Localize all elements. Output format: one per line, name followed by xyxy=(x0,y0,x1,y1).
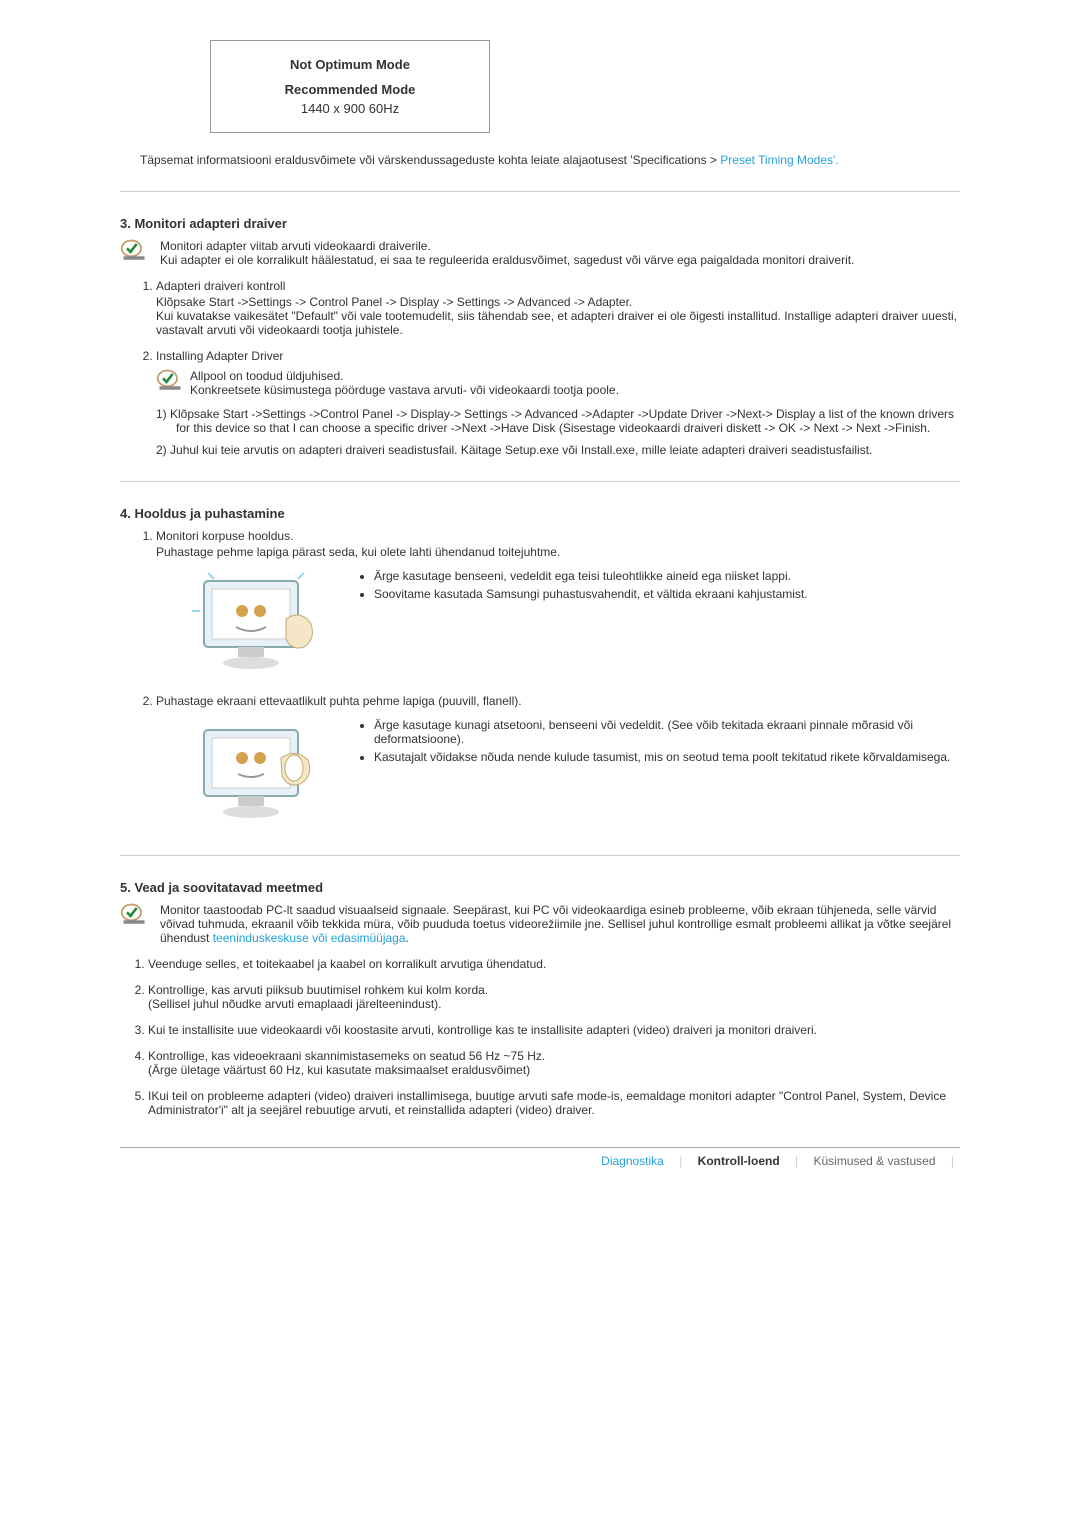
tab-sep: | xyxy=(945,1154,960,1168)
sec4-list: Monitori korpuse hooldus. Puhastage pehm… xyxy=(120,529,960,831)
monitor-wipe-icon xyxy=(186,718,326,831)
sec5-note-text: Monitor taastoodab PC-lt saadud visuaals… xyxy=(160,903,960,945)
sec5-li1: Veenduge selles, et toitekaabel ja kaabe… xyxy=(148,957,960,971)
section-4: 4. Hooldus ja puhastamine Monitori korpu… xyxy=(120,506,960,831)
divider xyxy=(120,191,960,192)
sec4-li2: Puhastage ekraani ettevaatlikult puhta p… xyxy=(156,694,960,831)
sec5-li4: Kontrollige, kas videoekraani skannimist… xyxy=(148,1049,960,1077)
sec4-li1-bullets: Ärge kasutage benseeni, vedeldit ega tei… xyxy=(356,569,808,605)
care-row-1: Ärge kasutage benseeni, vedeldit ega tei… xyxy=(186,569,960,682)
service-link[interactable]: teeninduskeskuse või edasimüüjaga xyxy=(213,931,406,945)
box-resolution: 1440 x 900 60Hz xyxy=(243,101,457,116)
sec3-li1: Adapteri draiveri kontroll Klõpsake Star… xyxy=(156,279,960,337)
tab-sep: | xyxy=(789,1154,804,1168)
check-icon xyxy=(120,239,150,267)
footer-tabs: Diagnostika | Kontroll-loend | Küsimused… xyxy=(120,1147,960,1168)
sec4-li1-b1: Ärge kasutage benseeni, vedeldit ega tei… xyxy=(374,569,808,583)
sec3-li1-title: Adapteri draiveri kontroll xyxy=(156,279,960,293)
sec4-li2-b1: Ärge kasutage kunagi atsetooni, benseeni… xyxy=(374,718,960,746)
sec5-title: 5. Vead ja soovitatavad meetmed xyxy=(120,880,960,895)
sec4-li1: Monitori korpuse hooldus. Puhastage pehm… xyxy=(156,529,960,682)
preset-timing-link[interactable]: Preset Timing Modes'. xyxy=(720,153,838,167)
divider xyxy=(120,855,960,856)
sec5-list: Veenduge selles, et toitekaabel ja kaabe… xyxy=(120,957,960,1117)
sec3-list: Adapteri draiveri kontroll Klõpsake Star… xyxy=(120,279,960,457)
sec5-li3: Kui te installisite uue videokaardi või … xyxy=(148,1023,960,1037)
mode-box: Not Optimum Mode Recommended Mode 1440 x… xyxy=(210,40,490,133)
intro-text: Täpsemat informatsiooni eraldusvõimete v… xyxy=(140,153,960,167)
sec3-note: Monitori adapter viitab arvuti videokaar… xyxy=(120,239,960,267)
sec5-note: Monitor taastoodab PC-lt saadud visuaals… xyxy=(120,903,960,945)
s2-prefix: 2) xyxy=(156,443,167,457)
sec4-li2-bullets: Ärge kasutage kunagi atsetooni, benseeni… xyxy=(356,718,960,768)
s1-prefix: 1) xyxy=(156,407,167,421)
sec4-li1-b2: Soovitame kasutada Samsungi puhastusvahe… xyxy=(374,587,808,601)
sec3-li2-s2: 2) Juhul kui teie arvutis on adapteri dr… xyxy=(156,443,960,457)
section-3: 3. Monitori adapteri draiver Monitori ad… xyxy=(120,216,960,457)
care-row-2: Ärge kasutage kunagi atsetooni, benseeni… xyxy=(186,718,960,831)
section-5: 5. Vead ja soovitatavad meetmed Monitor … xyxy=(120,880,960,1117)
tab-kontroll[interactable]: Kontroll-loend xyxy=(692,1154,786,1168)
check-icon xyxy=(120,903,150,945)
sec3-note-text: Monitori adapter viitab arvuti videokaar… xyxy=(160,239,960,267)
sec5-note-b: . xyxy=(406,931,409,945)
tab-diagnostika[interactable]: Diagnostika xyxy=(595,1154,670,1168)
sec3-li2-s1: 1) Klõpsake Start ->Settings ->Control P… xyxy=(156,407,960,435)
sec3-li2-note-text: Allpool on toodud üldjuhised. Konkreetse… xyxy=(190,369,619,397)
sec4-li1-sub: Puhastage pehme lapiga pärast seda, kui … xyxy=(156,545,960,559)
box-title: Not Optimum Mode xyxy=(243,57,457,72)
sec4-title: 4. Hooldus ja puhastamine xyxy=(120,506,960,521)
sec3-li2-note: Allpool on toodud üldjuhised. Konkreetse… xyxy=(156,369,960,397)
check-icon xyxy=(156,369,182,397)
sec5-li5: IKui teil on probleeme adapteri (video) … xyxy=(148,1089,960,1117)
sec3-sublist: 1) Klõpsake Start ->Settings ->Control P… xyxy=(156,407,960,457)
sec4-li1-title: Monitori korpuse hooldus. xyxy=(156,529,960,543)
intro-body: Täpsemat informatsiooni eraldusvõimete v… xyxy=(140,153,720,167)
monitor-cleaning-icon xyxy=(186,569,326,682)
box-subtitle: Recommended Mode xyxy=(243,82,457,97)
sec3-li1-body: Klõpsake Start ->Settings -> Control Pan… xyxy=(156,295,960,337)
sec3-title: 3. Monitori adapteri draiver xyxy=(120,216,960,231)
tab-kusimused[interactable]: Küsimused & vastused xyxy=(807,1154,941,1168)
sec4-li2-title: Puhastage ekraani ettevaatlikult puhta p… xyxy=(156,694,960,708)
sec3-li2: Installing Adapter Driver Allpool on too… xyxy=(156,349,960,457)
s2-body: Juhul kui teie arvutis on adapteri draiv… xyxy=(170,443,872,457)
s1-body: Klõpsake Start ->Settings ->Control Pane… xyxy=(170,407,954,435)
tab-sep: | xyxy=(673,1154,688,1168)
sec3-li2-title: Installing Adapter Driver xyxy=(156,349,960,363)
sec5-li2: Kontrollige, kas arvuti piiksub buutimis… xyxy=(148,983,960,1011)
divider xyxy=(120,481,960,482)
sec4-li2-b2: Kasutajalt võidakse nõuda nende kulude t… xyxy=(374,750,960,764)
